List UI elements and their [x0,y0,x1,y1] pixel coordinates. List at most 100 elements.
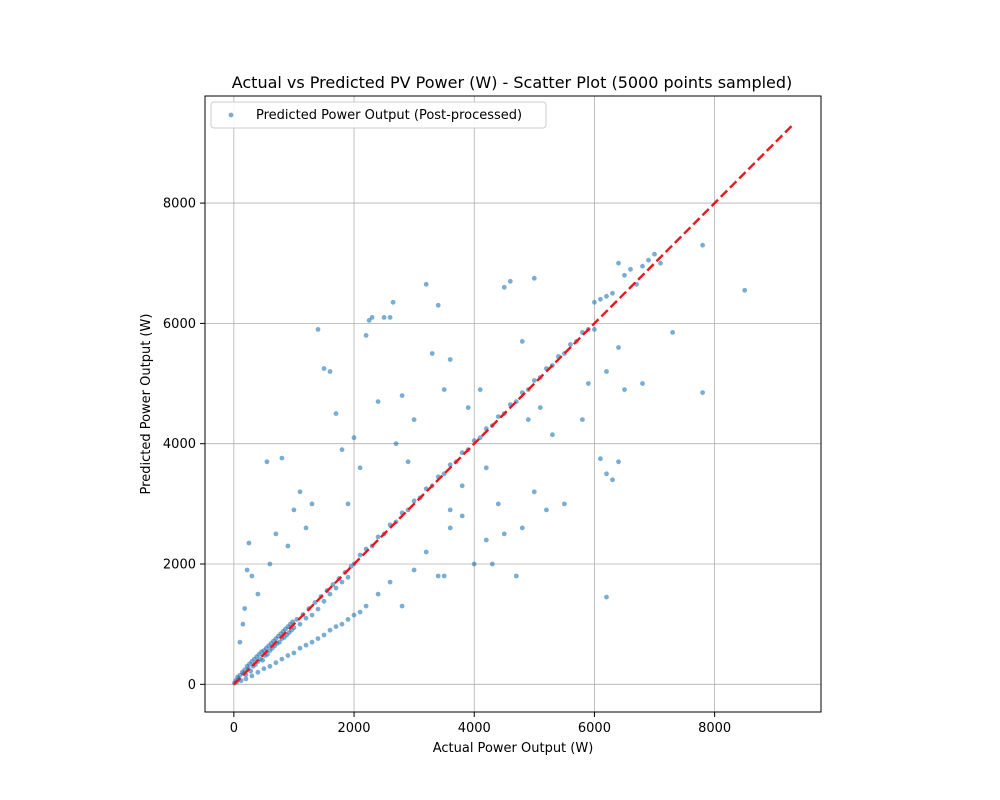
x-tick-label: 2000 [337,721,370,736]
data-point [531,275,537,281]
data-point [501,284,507,290]
data-point [246,540,252,546]
data-point [357,552,363,558]
data-point [489,561,495,567]
data-point [495,414,501,419]
data-point [562,501,567,507]
data-point [363,333,369,338]
data-point [327,627,333,633]
data-point [387,315,393,320]
data-point [592,299,597,305]
plot-area-frame [204,95,822,713]
x-tick-label: 4000 [458,721,491,736]
data-point [441,387,447,392]
data-point [363,603,369,609]
data-point [435,302,441,308]
data-point [255,669,261,675]
data-point [357,465,363,471]
data-point [628,266,633,272]
data-point [243,676,249,682]
axis-ticks: 0 2000 4000 6000 8000 0 2000 4000 6000 8000 [163,197,731,736]
data-point [312,600,318,605]
data-point [297,489,303,495]
data-point [622,387,627,392]
data-point [441,573,447,579]
data-point [327,591,333,597]
data-point [447,357,453,362]
data-point [291,650,297,656]
x-tick-label: 6000 [578,721,611,736]
data-point [321,598,327,604]
data-point [249,573,255,579]
data-point [592,327,597,332]
data-point [330,582,336,587]
data-point [742,287,748,293]
data-point [309,639,315,645]
data-point [303,642,309,648]
data-point [411,498,417,504]
data-point [339,621,345,627]
data-point [411,567,417,573]
data-point [568,342,573,347]
data-point [544,507,549,513]
data-point [291,507,297,513]
data-point [465,405,471,410]
data-point [345,574,351,580]
data-point [357,609,363,615]
data-point [519,339,525,344]
data-point [375,591,381,597]
data-point [309,612,315,618]
data-point [375,534,381,540]
data-point [285,543,291,549]
data-point [237,639,243,645]
data-point [267,663,273,669]
data-point [351,612,357,618]
legend: Predicted Power Output (Post-processed) [210,101,547,129]
data-point [273,660,279,666]
x-axis-label: Actual Power Output (W) [433,741,594,756]
data-point [303,615,309,621]
data-point [616,345,621,350]
data-point [315,636,321,641]
data-point [531,489,537,495]
data-point [249,673,255,679]
data-point [495,501,501,507]
x-tick-label: 0 [230,721,238,736]
data-point [531,378,537,383]
y-axis-label: Predicted Power Output (W) [139,314,154,495]
data-point [315,606,321,612]
data-point [255,591,261,597]
data-point [339,447,345,453]
data-point [598,456,603,462]
data-point [604,594,609,600]
data-point [652,251,657,257]
legend-box [210,101,547,129]
data-point [393,441,399,447]
data-point [658,260,663,266]
data-point [616,260,621,266]
data-point [550,432,555,438]
chart-title: Actual vs Predicted PV Power (W) - Scatt… [232,73,793,92]
data-point [333,411,339,416]
grid [205,96,821,712]
data-point [435,573,441,579]
data-point [381,315,387,320]
data-point [513,573,519,579]
y-tick-label: 2000 [163,558,196,573]
data-point [700,242,705,248]
data-point [369,315,375,320]
data-point [670,330,675,335]
data-point [321,632,327,638]
data-point [390,299,396,305]
y-tick-label: 6000 [163,317,196,332]
data-point [519,525,525,531]
data-point [405,459,411,465]
data-point [501,531,507,537]
data-point [303,525,309,531]
legend-marker [228,112,234,118]
y-tick-label: 4000 [163,437,196,452]
data-point [315,327,321,332]
data-point [399,603,405,609]
data-point [327,369,333,374]
